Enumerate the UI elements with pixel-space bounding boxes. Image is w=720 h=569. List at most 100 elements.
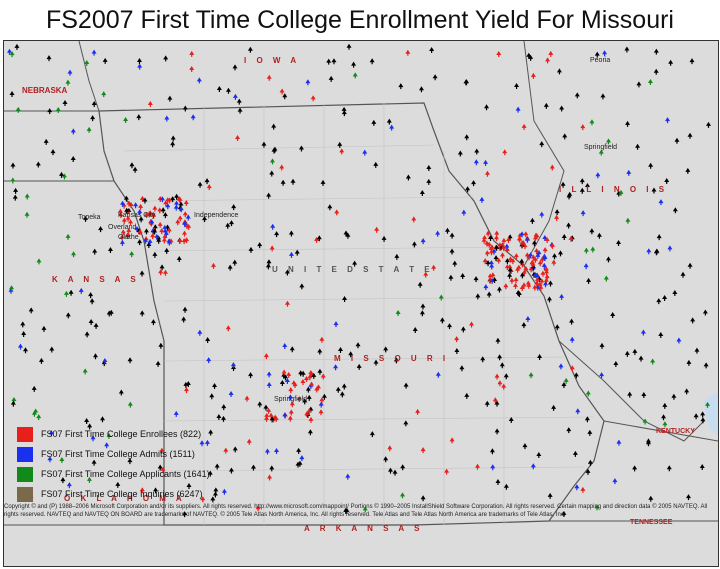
inquiry-marker [98,226,104,233]
inquiry-marker [139,310,145,317]
stl-cluster-marker [551,259,557,266]
admit-marker [17,343,23,350]
kc-cluster-marker [137,209,143,216]
legend-label-admits: FS07 First Time College Admits (1511) [41,449,195,459]
admit-marker [78,287,84,294]
enrollee-marker [545,57,551,64]
applicant-marker [395,309,401,316]
kc-cluster-marker [177,237,183,244]
inquiry-marker [444,227,450,234]
inquiry-marker [516,290,522,297]
inquiry-marker [247,46,253,53]
inquiry-marker [496,286,502,293]
springfield-cluster-marker [266,407,272,414]
inquiry-marker [216,85,222,92]
map-canvas[interactable]: I O W A NEBRASKA K A N S A S I L L I N O… [3,40,719,567]
inquiry-marker [321,393,327,400]
inquiry-marker [393,357,399,364]
enrollee-marker [223,447,229,454]
inquiry-marker [343,230,349,237]
springfield-cluster-marker [300,370,306,377]
inquiry-marker [344,507,350,514]
inquiry-marker [656,298,662,305]
inquiry-marker [369,431,375,438]
applicant-marker [129,251,135,258]
inquiry-marker [635,143,641,150]
springfield-cluster-marker [304,411,310,418]
stl-cluster-marker [535,252,541,259]
inquiry-marker [474,148,480,155]
applicant-marker [86,126,92,133]
springfield-cluster-marker [287,394,293,401]
applicant-marker [65,79,71,86]
inquiry-marker [648,495,654,502]
inquiry-marker [624,350,630,357]
inquiry-marker [686,359,692,366]
inquiry-marker [186,483,192,490]
enrollee-marker [266,74,272,81]
stl-cluster-marker [489,277,495,284]
kc-cluster-marker [146,211,152,218]
inquiry-marker [596,232,602,239]
springfield-cluster-marker [306,408,312,415]
applicant-marker [528,372,534,379]
springfield-cluster-marker [288,409,294,416]
inquiry-marker [181,316,187,323]
inquiry-marker [684,388,690,395]
springfield-cluster-marker [308,406,314,413]
inquiry-marker [494,400,500,407]
admit-marker [70,128,76,135]
enrollee-marker [444,468,450,475]
springfield-cluster-marker [268,412,274,419]
admit-marker [282,342,288,349]
inquiry-marker [653,48,659,55]
admit-marker [190,114,196,121]
marker-layer[interactable] [6,43,711,518]
inquiry-marker [338,347,344,354]
stl-cluster-marker [541,253,547,260]
admit-marker [490,464,496,471]
stl-cluster-marker [504,246,510,253]
enrollee-marker [484,170,490,177]
inquiry-marker [654,248,660,255]
stl-cluster-marker [532,235,538,242]
inquiry-marker [495,478,501,485]
applicant-marker [594,504,600,511]
inquiry-marker [403,420,409,427]
inquiry-marker [139,270,145,277]
enrollee-marker [286,371,292,378]
stl-cluster-marker [519,258,525,265]
admit-marker [6,48,12,55]
inquiry-marker [100,416,106,423]
kc-cluster-marker [147,238,153,245]
city-label-olathe: Olathe [118,234,139,241]
inquiry-marker [579,178,585,185]
admit-marker [91,49,97,56]
inquiry-marker [574,92,580,99]
enrollee-marker [279,164,285,171]
enrollee-marker [387,445,393,452]
admit-marker [626,169,632,176]
inquiry-marker [551,404,557,411]
inquiry-marker [316,235,322,242]
inquiry-marker [328,75,334,82]
inquiry-marker [419,310,425,317]
inquiry-marker [47,108,53,115]
enrollee-marker [200,496,206,503]
inquiry-marker [176,256,182,263]
inquiry-marker [9,91,15,98]
inquiry-marker [269,170,275,177]
inquiry-marker [164,247,170,254]
inquiry-marker [345,232,351,239]
inquiry-marker [197,181,203,188]
admit-marker [333,364,339,371]
kc-cluster-marker [144,211,150,218]
inquiry-marker [689,58,695,65]
stl-cluster-marker [519,261,525,268]
inquiry-marker [503,483,509,490]
inquiry-marker [91,101,97,108]
map-svg[interactable]: I O W A NEBRASKA K A N S A S I L L I N O… [4,41,718,566]
inquiry-marker [335,386,341,393]
admit-marker [461,209,467,216]
inquiry-marker [355,342,361,349]
